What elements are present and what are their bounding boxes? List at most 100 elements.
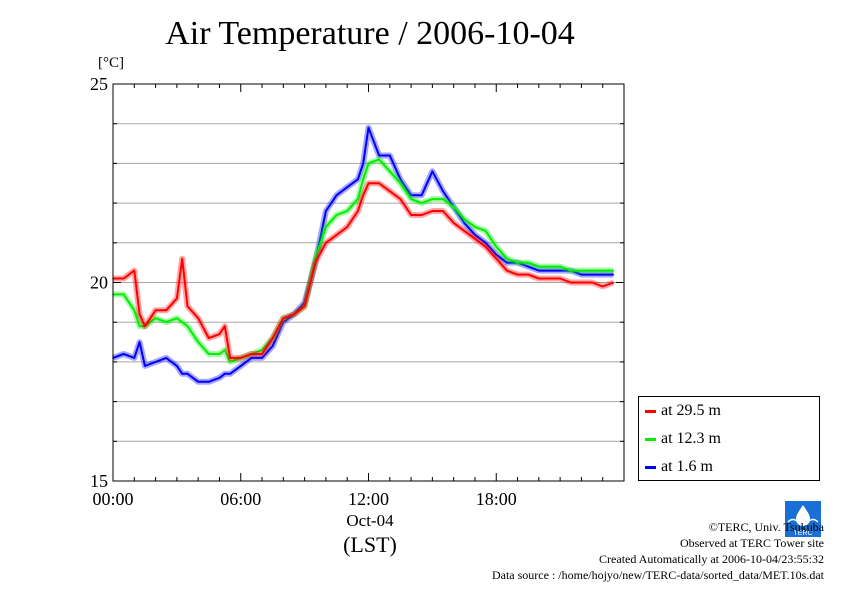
data-point	[559, 277, 561, 280]
series-lines	[111, 124, 615, 385]
y-tick-label: 25	[90, 74, 108, 94]
tick-labels: 15 20 25 00:00 06:00 12:00 18:00	[90, 74, 517, 509]
data-point	[261, 357, 263, 359]
data-point	[229, 373, 231, 375]
data-point	[181, 373, 183, 375]
logo-text: TERC	[793, 530, 812, 537]
data-point	[303, 305, 306, 308]
data-point	[165, 309, 168, 312]
data-point	[601, 285, 604, 288]
x-tick-label: 18:00	[476, 489, 517, 509]
data-point	[325, 210, 327, 212]
series-line-1	[113, 158, 614, 363]
copyright-text: ©TERC, Univ. Tsukuba	[708, 520, 824, 534]
data-point	[538, 277, 540, 280]
data-point	[229, 361, 231, 363]
grid	[113, 123, 624, 442]
data-point	[362, 194, 364, 196]
data-point	[314, 261, 317, 264]
data-point	[197, 380, 199, 383]
data-point	[346, 186, 349, 189]
y-tick-label: 20	[90, 273, 108, 293]
data-point	[420, 202, 423, 204]
series-line-0	[113, 182, 614, 359]
data-point	[431, 210, 434, 212]
data-point	[138, 325, 141, 327]
data-point	[176, 297, 178, 300]
y-tick-label: 15	[90, 471, 108, 491]
data-point	[250, 357, 253, 359]
data-point	[580, 281, 583, 284]
data-point	[569, 281, 572, 284]
data-point	[271, 337, 274, 339]
legend-label: at 1.6 m	[661, 458, 713, 475]
data-point	[506, 269, 508, 272]
data-point	[388, 190, 391, 192]
data-point	[388, 170, 391, 173]
data-point	[218, 353, 221, 355]
data-point	[362, 162, 364, 165]
data-point	[186, 373, 189, 375]
data-point	[223, 349, 226, 351]
data-point	[378, 158, 380, 161]
data-point	[367, 162, 370, 165]
data-point	[410, 214, 412, 216]
data-point	[378, 182, 380, 185]
axis-ticks	[112, 83, 625, 482]
data-point	[218, 333, 221, 335]
x-tick-label: 00:00	[92, 489, 133, 509]
data-point	[612, 269, 615, 272]
data-point	[154, 309, 157, 312]
data-point	[559, 269, 561, 272]
data-point	[122, 293, 125, 296]
legend-item: at 1.6 m	[645, 457, 713, 477]
data-point	[420, 214, 423, 216]
data-point	[133, 357, 136, 359]
data-point	[335, 194, 338, 196]
source-text: Data source : /home/hojyo/new/TERC-data/…	[491, 568, 824, 582]
data-point	[388, 154, 391, 157]
y-axis-unit: [°C]	[98, 55, 124, 71]
data-point	[601, 273, 604, 276]
data-point	[154, 317, 157, 320]
data-point	[165, 321, 168, 324]
data-point	[239, 365, 242, 367]
data-point	[495, 245, 498, 248]
data-point	[325, 226, 327, 228]
legend-label: at 12.3 m	[661, 430, 721, 447]
data-point	[325, 242, 327, 244]
data-point	[181, 257, 183, 260]
data-point	[463, 230, 466, 232]
data-point	[580, 269, 583, 272]
data-point	[378, 154, 380, 157]
data-point	[410, 194, 412, 196]
data-point	[495, 257, 498, 260]
data-point	[591, 281, 593, 284]
data-point	[399, 178, 402, 181]
data-point	[399, 182, 402, 185]
data-point	[357, 198, 359, 200]
legend: at 29.5 m at 12.3 m at 1.6 m	[638, 396, 820, 481]
data-point	[442, 198, 444, 200]
data-point	[612, 273, 615, 276]
data-point	[495, 253, 498, 256]
data-point	[506, 261, 508, 264]
data-point	[527, 265, 529, 268]
data-point	[463, 222, 466, 224]
data-point	[474, 226, 476, 228]
data-point	[271, 345, 274, 347]
data-point	[452, 206, 455, 208]
data-point	[335, 234, 338, 236]
observed-text: Observed at TERC Tower site	[679, 536, 824, 550]
data-point	[144, 325, 146, 327]
data-point	[431, 170, 434, 173]
data-point	[218, 376, 221, 379]
data-point	[314, 257, 317, 260]
data-point	[463, 218, 466, 220]
data-point	[138, 313, 141, 316]
data-point	[165, 357, 168, 359]
legend-item: at 29.5 m	[645, 401, 721, 421]
data-point	[239, 357, 242, 359]
data-point	[261, 349, 263, 351]
data-point	[367, 126, 370, 129]
